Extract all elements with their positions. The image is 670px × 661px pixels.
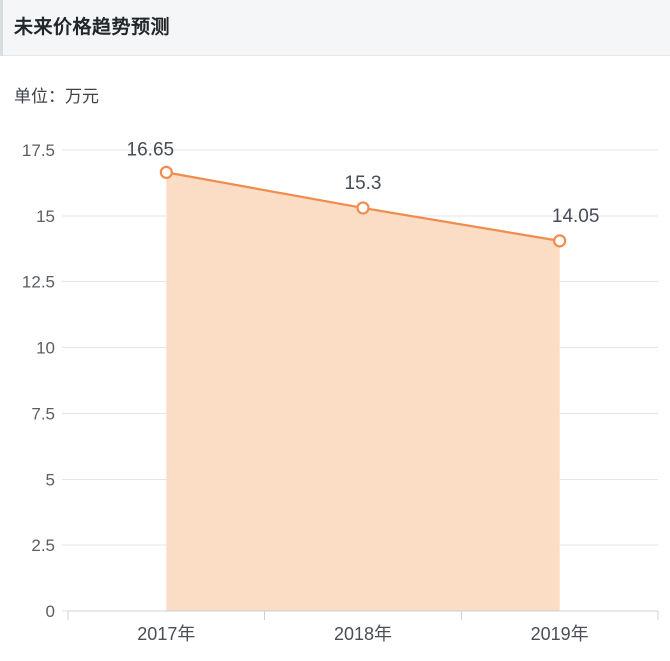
data-point-marker[interactable] — [553, 234, 567, 248]
plot-series — [159, 165, 567, 612]
data-point-label: 16.65 — [127, 139, 175, 160]
y-tick-label: 2.5 — [31, 536, 55, 555]
series-area-fill — [166, 172, 560, 612]
y-axis-labels: 0 2.5 5 7.5 10 12.5 15 17.5 — [22, 141, 55, 621]
card-header: 未来价格趋势预测 — [0, 0, 670, 56]
y-tick-label: 10 — [36, 339, 55, 358]
data-point-marker[interactable] — [356, 201, 370, 215]
x-tick-label: 2017年 — [137, 624, 195, 644]
y-tick-label: 12.5 — [22, 273, 55, 292]
x-tick-label: 2018年 — [334, 624, 392, 644]
y-tick-label: 17.5 — [22, 141, 55, 160]
x-axis: 2017年 2018年 2019年 — [67, 610, 659, 644]
data-point-label: 14.05 — [552, 206, 600, 227]
unit-caption: 单位：万元 — [14, 87, 99, 106]
data-point-label: 15.3 — [345, 173, 382, 194]
header-accent-bar — [0, 0, 3, 56]
y-tick-label: 0 — [46, 602, 55, 621]
page-title: 未来价格趋势预测 — [14, 17, 171, 38]
point-labels: 16.65 15.3 14.05 — [127, 139, 600, 226]
x-tick-label: 2019年 — [531, 624, 589, 644]
y-tick-label: 5 — [46, 470, 55, 489]
y-tick-label: 15 — [36, 207, 55, 226]
y-tick-label: 7.5 — [31, 404, 55, 423]
data-point-marker[interactable] — [159, 165, 173, 179]
